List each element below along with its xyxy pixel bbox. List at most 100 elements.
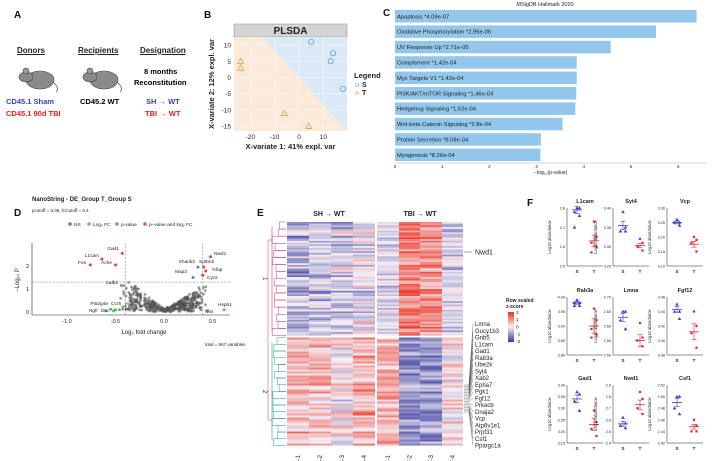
abundance-point-t [638,237,642,241]
heatmap-cell [309,222,331,224]
heatmap-cell [331,407,353,410]
heatmap-cell [399,437,420,440]
dendrogram-branch [276,337,286,345]
heatmap-cell [420,239,442,242]
enrichment-bar-label: Wnt-beta Catenin Signaling *2.8e-04 [397,122,492,128]
heatmap-cell [309,415,331,418]
plsda-region-s [262,37,347,131]
heatmap-cell [287,270,309,272]
heatmap-cell [353,254,375,257]
heatmap-cell [353,361,375,364]
heatmap-cell [353,326,375,329]
heatmap-cell [420,381,442,384]
enrichment-title: MSigDB Hallmark 2020 [516,2,573,8]
colorbar-segment [508,313,514,315]
heatmap-cell [399,278,420,281]
heatmap-cell [353,330,375,333]
heatmap-cell [442,266,463,269]
heatmap-cell [377,425,399,428]
heatmap-cell [353,242,375,245]
heatmap-cell [353,417,375,420]
heatmap-cell [377,337,399,340]
heatmap-cell [442,249,463,252]
abundance-point-s [577,213,582,218]
heatmap-cell [442,377,463,380]
abundance-point-t [692,418,696,421]
heatmap-cell [420,363,442,366]
heatmap-cell [287,349,309,352]
heatmap-cell [377,401,399,404]
heatmap-cell [309,259,331,262]
heatmap-cell [420,232,442,235]
heatmap-cell [353,244,375,247]
heatmap-cell [331,227,353,229]
volcano-point-ns [164,308,168,312]
heatmap-cell [442,439,463,442]
volcano-gene-label: Fos [78,260,87,266]
heatmap-cell [309,330,331,333]
heatmap-cell [442,294,463,297]
heatmap-cell [399,395,420,398]
heatmap-cell [420,234,442,236]
heatmap-cell [353,228,375,231]
heatmap-cell [331,417,353,420]
heatmap-cell [420,421,442,424]
heatmap-cell [442,295,463,298]
heatmap-cell [377,403,399,406]
heatmap-cell [377,381,399,384]
abundance-xtick: S [575,269,578,274]
volcano-xtick: 0.5 [209,319,217,325]
heatmap-cell [399,361,420,364]
heatmap-cell [420,265,442,267]
heatmap-sample-label: T-4 [451,454,457,461]
heatmap-cell [331,258,353,260]
heatmap-cell [353,295,375,298]
heatmap-cell [442,409,463,412]
heatmap-cell [309,239,331,242]
heatmap-cell [442,349,463,352]
abundance-ytick: 3.85 [558,339,565,343]
heatmap-cell [353,325,375,328]
heatmap-cell [331,359,353,362]
heatmap-cell [309,263,331,266]
donor-sham: CD45.1 Sham [6,97,54,106]
volcano-point-ns [133,304,137,308]
heatmap-cell [331,427,353,430]
volcano-legend-dot [143,222,147,226]
enrichment-bar-label: Myogenesis *8.26e-04 [397,153,455,159]
heatmap-cell [442,301,463,303]
heatmap-cell [309,230,331,233]
volcano-legend-dot [115,222,119,226]
heatmap-cell [442,222,463,224]
heatmap-cell [287,266,309,269]
volcano-point-ns [185,296,189,299]
heatmap-cell [353,425,375,428]
heatmap-gene-label: Rab3a [475,356,493,362]
heatmap-cell [287,254,309,257]
heatmap-cell [309,385,331,388]
heatmap-cell [377,302,399,305]
volcano-point-ns [183,307,187,311]
heatmap-cell [399,282,420,285]
abundance-point-s [677,223,682,227]
heatmap-cell [442,234,463,236]
heatmap-cell [420,258,442,260]
abundance-ytick: 2.60 [604,325,611,329]
volcano-ytick: 1 [26,287,29,293]
heatmap-cell [353,252,375,255]
heatmap-cell [420,435,442,438]
heatmap-cell [287,431,309,434]
heatmap-cell [399,266,420,269]
heatmap-cell [331,323,353,326]
volcano-point-labeled [114,263,117,267]
heatmap-cell [377,359,399,362]
heatmap-cell [377,399,399,402]
enrichment-bar [395,117,563,131]
heatmap-cell [331,443,353,446]
heatmap-cell [442,437,463,440]
volcano-gene-label: Pla2g4e [90,301,108,307]
heatmap-cell [420,244,442,247]
heatmap-cell [331,371,353,374]
heatmap-cell [442,223,463,226]
heatmap-cell [309,277,331,279]
